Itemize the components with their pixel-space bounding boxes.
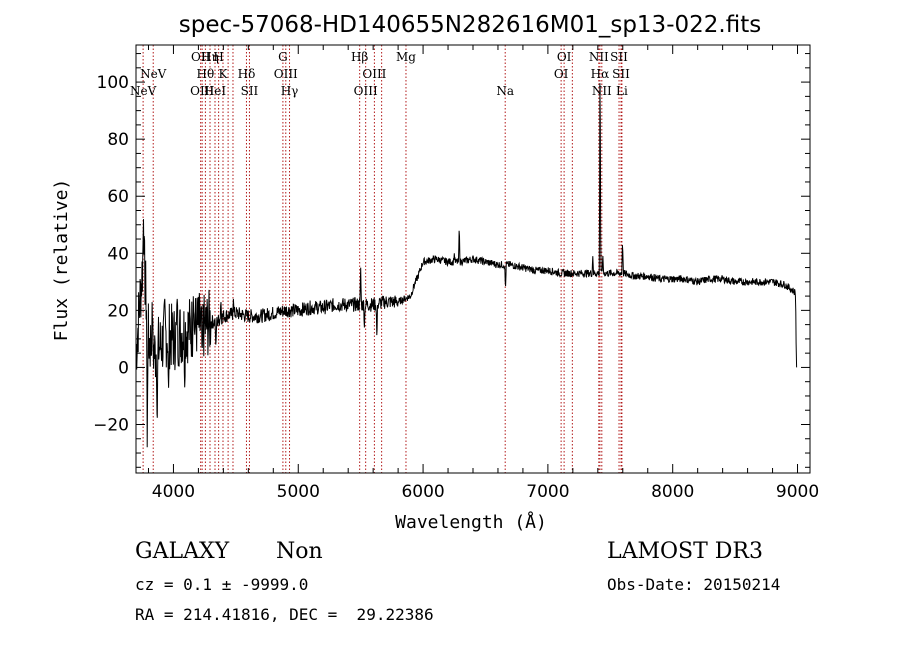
spectral-lines bbox=[142, 45, 623, 473]
spectral-line-label: G bbox=[278, 50, 288, 64]
spectral-line-label: K bbox=[219, 67, 229, 81]
y-tick-label: −20 bbox=[93, 415, 129, 435]
x-tick-label: 9000 bbox=[776, 482, 819, 502]
spectral-line-label: Hβ bbox=[351, 50, 368, 64]
survey-name: LAMOST DR3 bbox=[607, 539, 763, 564]
redshift-cz: cz = 0.1 ± -9999.0 bbox=[135, 575, 309, 594]
spectral-line-label: SII bbox=[612, 67, 630, 81]
y-tick-label: 0 bbox=[118, 358, 129, 378]
spectral-line-label: SII bbox=[610, 50, 628, 64]
spectral-line-label: SII bbox=[241, 84, 259, 98]
spectral-line-labels: NeV NeV OII Hθ OIII Hη HeI HK Hδ SII G OIII Hγ Hβ OIII… bbox=[130, 50, 630, 98]
x-tick-label: 4000 bbox=[152, 482, 195, 502]
y-tick-label: 40 bbox=[107, 244, 129, 264]
y-axis-label: Flux (relative) bbox=[51, 179, 72, 342]
spectral-line-label: Hθ bbox=[197, 67, 215, 81]
spectral-line-label: NeV bbox=[140, 67, 167, 81]
chart-title: spec-57068-HD140655N282616M01_sp13-022.f… bbox=[179, 12, 761, 38]
x-tick-label: 5000 bbox=[277, 482, 320, 502]
y-tick-label: 20 bbox=[107, 301, 129, 321]
spectral-line-label: OIII bbox=[354, 84, 378, 98]
spectral-line-label: OI bbox=[557, 50, 572, 64]
axis-ticks: 4000 5000 6000 7000 8000 9000 −20 0 20 40 60 80 100 bbox=[93, 45, 819, 502]
obs-date: Obs-Date: 20150214 bbox=[607, 575, 781, 594]
spectral-line-label: OIII bbox=[190, 84, 214, 98]
y-tick-label: 60 bbox=[107, 187, 129, 207]
spectral-line-label: NII bbox=[592, 84, 612, 98]
spectral-line-label: OIII bbox=[274, 67, 298, 81]
object-class: GALAXY bbox=[135, 539, 230, 564]
spectral-line-label: Hα bbox=[591, 67, 610, 81]
x-axis-label: Wavelength (Å) bbox=[395, 511, 547, 533]
spectral-line-label: OII bbox=[191, 50, 211, 64]
spectral-line-label: Hη bbox=[201, 50, 219, 64]
spectral-line-label: OI bbox=[554, 67, 569, 81]
y-tick-label: 80 bbox=[107, 130, 129, 150]
spectral-line-label: Li bbox=[616, 84, 628, 98]
spectral-line-label: OIII bbox=[362, 67, 386, 81]
spectral-line-label: HeI bbox=[204, 84, 227, 98]
spectral-line-label: H bbox=[213, 50, 223, 64]
ra-dec: RA = 214.41816, DEC = 29.22386 bbox=[135, 605, 434, 624]
spectrum-series-line bbox=[135, 83, 798, 448]
object-subclass: Non bbox=[276, 539, 323, 564]
spectral-line-label: Na bbox=[496, 84, 514, 98]
x-tick-label: 7000 bbox=[526, 482, 569, 502]
spectral-line-label: Hγ bbox=[281, 84, 299, 98]
spectral-line-label: NeV bbox=[130, 84, 157, 98]
spectral-line-label: NII bbox=[589, 50, 609, 64]
y-tick-label: 100 bbox=[97, 73, 129, 93]
x-tick-label: 8000 bbox=[651, 482, 694, 502]
spectral-line-label: Mg bbox=[396, 50, 416, 64]
spectral-line-label: Hδ bbox=[238, 67, 256, 81]
x-tick-label: 6000 bbox=[401, 482, 444, 502]
plot-frame bbox=[135, 44, 811, 474]
